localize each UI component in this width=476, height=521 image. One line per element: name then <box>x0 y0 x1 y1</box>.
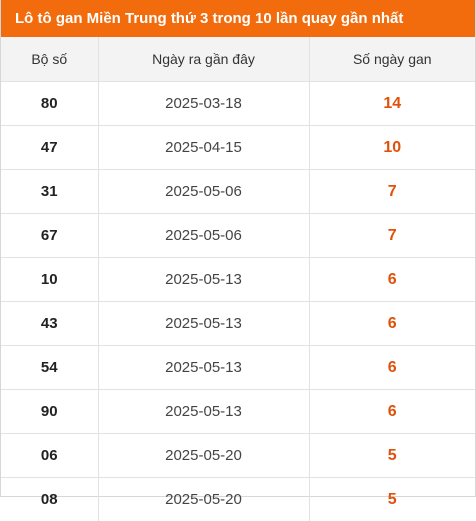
cell-last-date: 2025-05-20 <box>98 478 309 521</box>
lo-gan-table: Bộ số Ngày ra gần đây Số ngày gan 80 202… <box>1 37 475 521</box>
table-row: 90 2025-05-13 6 <box>1 390 475 434</box>
column-header-gap-days: Số ngày gan <box>309 37 475 82</box>
cell-gap-days: 7 <box>309 170 475 214</box>
cell-last-date: 2025-05-13 <box>98 302 309 346</box>
cell-number: 90 <box>1 390 98 434</box>
cell-number: 31 <box>1 170 98 214</box>
table-row: 80 2025-03-18 14 <box>1 82 475 126</box>
cell-last-date: 2025-05-06 <box>98 170 309 214</box>
cell-number: 08 <box>1 478 98 521</box>
lo-gan-panel: Lô tô gan Miền Trung thứ 3 trong 10 lần … <box>0 0 476 497</box>
cell-gap-days: 14 <box>309 82 475 126</box>
cell-gap-days: 6 <box>309 390 475 434</box>
cell-last-date: 2025-05-13 <box>98 390 309 434</box>
cell-last-date: 2025-05-06 <box>98 214 309 258</box>
cell-gap-days: 10 <box>309 126 475 170</box>
table-row: 08 2025-05-20 5 <box>1 478 475 521</box>
table-row: 31 2025-05-06 7 <box>1 170 475 214</box>
column-header-number: Bộ số <box>1 37 98 82</box>
cell-number: 10 <box>1 258 98 302</box>
column-header-last-date: Ngày ra gần đây <box>98 37 309 82</box>
cell-number: 80 <box>1 82 98 126</box>
table-row: 10 2025-05-13 6 <box>1 258 475 302</box>
cell-last-date: 2025-05-13 <box>98 258 309 302</box>
table-row: 54 2025-05-13 6 <box>1 346 475 390</box>
cell-gap-days: 5 <box>309 478 475 521</box>
cell-last-date: 2025-05-20 <box>98 434 309 478</box>
table-row: 43 2025-05-13 6 <box>1 302 475 346</box>
cell-last-date: 2025-04-15 <box>98 126 309 170</box>
cell-number: 47 <box>1 126 98 170</box>
cell-last-date: 2025-05-13 <box>98 346 309 390</box>
cell-gap-days: 6 <box>309 258 475 302</box>
cell-gap-days: 6 <box>309 346 475 390</box>
cell-number: 67 <box>1 214 98 258</box>
table-header-row: Bộ số Ngày ra gần đây Số ngày gan <box>1 37 475 82</box>
panel-title: Lô tô gan Miền Trung thứ 3 trong 10 lần … <box>1 0 475 37</box>
table-row: 06 2025-05-20 5 <box>1 434 475 478</box>
cell-gap-days: 6 <box>309 302 475 346</box>
cell-last-date: 2025-03-18 <box>98 82 309 126</box>
cell-number: 06 <box>1 434 98 478</box>
table-row: 47 2025-04-15 10 <box>1 126 475 170</box>
cell-number: 54 <box>1 346 98 390</box>
table-row: 67 2025-05-06 7 <box>1 214 475 258</box>
cell-number: 43 <box>1 302 98 346</box>
cell-gap-days: 5 <box>309 434 475 478</box>
cell-gap-days: 7 <box>309 214 475 258</box>
